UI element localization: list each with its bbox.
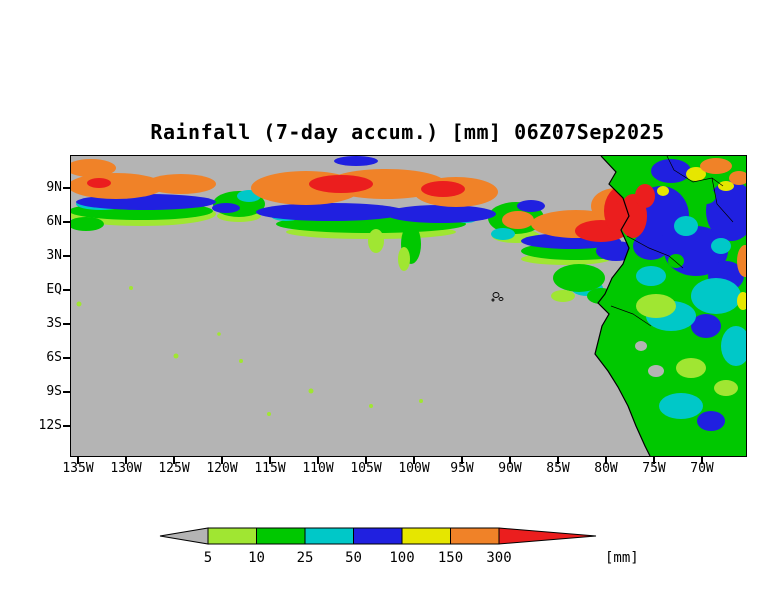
lat-label-6S: 6S [46, 350, 62, 365]
lon-label-130W: 130W [110, 461, 142, 476]
map-frame [70, 155, 747, 457]
lon-label-90W: 90W [498, 461, 522, 476]
colorbar-segment-green_light [207, 527, 257, 545]
colorbar-segment-cyan [304, 527, 354, 545]
lon-tickmark [701, 457, 703, 464]
lon-label-85W: 85W [546, 461, 570, 476]
lon-label-95W: 95W [450, 461, 474, 476]
colorbar-level-150: 150 [438, 550, 463, 566]
lon-label-125W: 125W [158, 461, 190, 476]
lon-label-115W: 115W [254, 461, 286, 476]
lon-label-105W: 105W [350, 461, 382, 476]
lon-label-70W: 70W [690, 461, 714, 476]
lat-tickmark [63, 323, 70, 325]
colorbar-svg: 5 10 25 50 100 150 300 [mm] [159, 527, 639, 566]
lat-tickmark [63, 221, 70, 223]
lon-tickmark [269, 457, 271, 464]
lon-tickmark [221, 457, 223, 464]
lat-label-3N: 3N [46, 248, 62, 263]
country-borders [610, 156, 734, 327]
lon-tickmark [317, 457, 319, 464]
lon-tickmark [173, 457, 175, 464]
lon-label-80W: 80W [594, 461, 618, 476]
colorbar-segment-orange [450, 527, 500, 545]
lon-label-110W: 110W [302, 461, 334, 476]
lon-tickmark [461, 457, 463, 464]
coastline [594, 156, 651, 456]
lat-tickmark [63, 425, 70, 427]
colorbar-level-25: 25 [297, 550, 314, 566]
colorbar-segment-blue [353, 527, 403, 545]
lon-tickmark [653, 457, 655, 464]
colorbar-unit: [mm] [605, 550, 639, 566]
lat-label-12S: 12S [38, 418, 62, 433]
lon-tickmark [77, 457, 79, 464]
lat-label-9S: 9S [46, 384, 62, 399]
colorbar-level-100: 100 [389, 550, 414, 566]
lat-label-6N: 6N [46, 214, 62, 229]
lat-tickmark [63, 187, 70, 189]
lat-label-9N: 9N [46, 180, 62, 195]
lat-label-EQ: EQ [46, 282, 62, 297]
lon-label-75W: 75W [642, 461, 666, 476]
colorbar-arrow-high [498, 527, 597, 545]
lon-label-100W: 100W [398, 461, 430, 476]
lon-tickmark [125, 457, 127, 464]
lat-tickmark [63, 391, 70, 393]
chart-title: Rainfall (7-day accum.) [mm] 06Z07Sep202… [150, 120, 665, 144]
lat-tickmark [63, 289, 70, 291]
colorbar-level-300: 300 [486, 550, 511, 566]
light-rain-specks [76, 286, 423, 416]
lon-tickmark [605, 457, 607, 464]
lat-tickmark [63, 255, 70, 257]
colorbar-level-50: 50 [345, 550, 362, 566]
colorbar-level-5: 5 [204, 550, 212, 566]
lon-label-135W: 135W [62, 461, 94, 476]
galapagos-islands [491, 292, 504, 302]
rainfall-map [71, 156, 746, 456]
colorbar-level-10: 10 [248, 550, 265, 566]
colorbar: 5 10 25 50 100 150 300 [mm] [158, 524, 678, 568]
lon-tickmark [413, 457, 415, 464]
lat-tickmark [63, 357, 70, 359]
lon-tickmark [365, 457, 367, 464]
lat-label-3S: 3S [46, 316, 62, 331]
colorbar-arrow-low [159, 527, 209, 545]
lon-label-120W: 120W [206, 461, 238, 476]
colorbar-segment-green [256, 527, 306, 545]
colorbar-segment-yellow [401, 527, 451, 545]
lon-tickmark [557, 457, 559, 464]
lon-tickmark [509, 457, 511, 464]
